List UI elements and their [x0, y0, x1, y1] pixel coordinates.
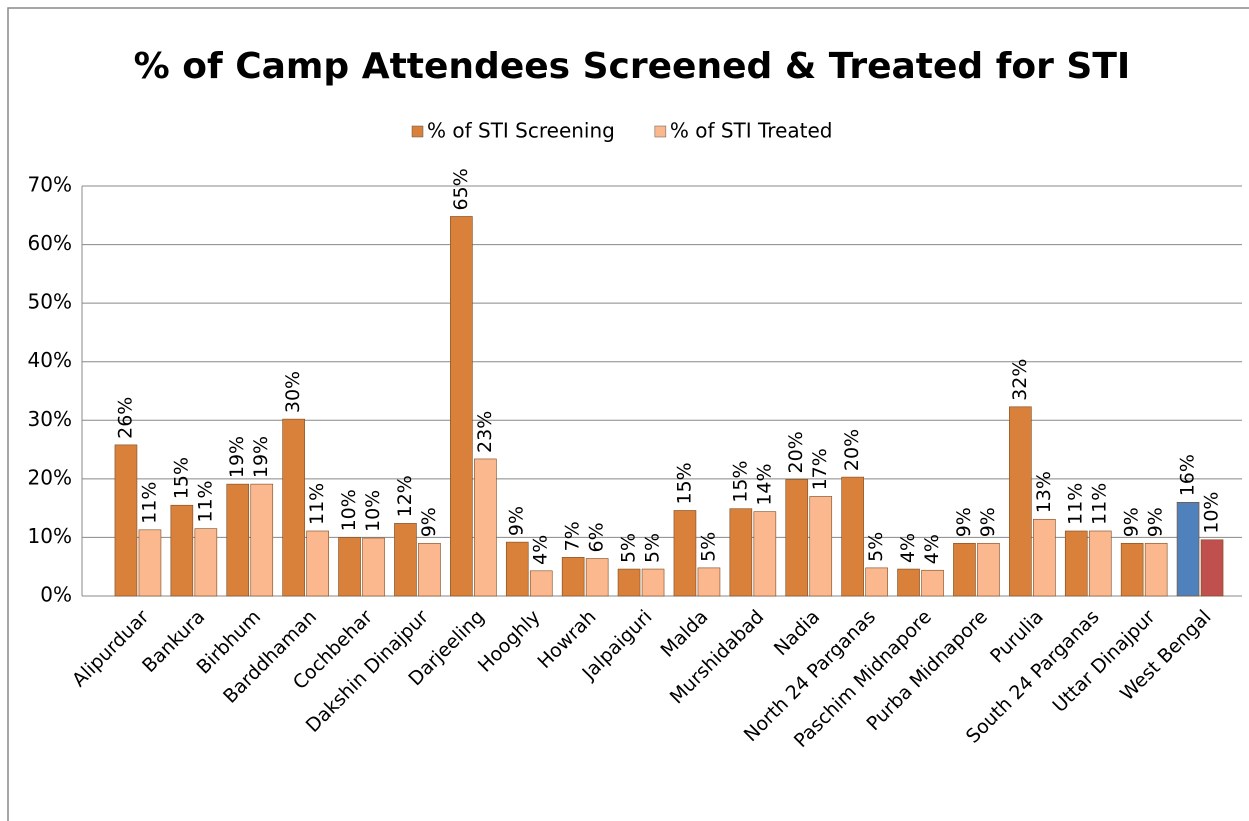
bar	[1033, 518, 1056, 597]
bar	[362, 537, 385, 597]
data-label: 9%	[953, 507, 975, 537]
bar	[138, 529, 162, 597]
bar	[418, 542, 441, 597]
data-label: 32%	[1009, 359, 1031, 401]
data-label: 7%	[562, 521, 584, 551]
data-label: 9%	[1121, 507, 1143, 537]
data-label: 4%	[921, 534, 943, 564]
bar	[474, 458, 497, 597]
data-label: 20%	[785, 431, 807, 473]
data-label: 5%	[642, 533, 664, 563]
data-label: 6%	[586, 522, 608, 552]
data-label: 12%	[394, 475, 416, 517]
data-label: 9%	[506, 506, 528, 536]
bar	[1088, 530, 1112, 597]
bar	[585, 558, 609, 597]
bar	[729, 508, 753, 597]
data-label: 10%	[362, 490, 384, 532]
bar	[394, 523, 417, 597]
y-tick-label: 20%	[28, 465, 72, 489]
data-label: 5%	[865, 532, 887, 562]
bar	[753, 511, 777, 597]
bar	[1009, 406, 1032, 597]
bar	[1200, 539, 1224, 597]
data-label: 11%	[306, 483, 328, 525]
legend-label: % of STI Screening	[427, 119, 615, 143]
data-label: 9%	[977, 507, 999, 537]
data-label: 19%	[250, 436, 272, 478]
bar	[809, 496, 833, 597]
chart-title: % of Camp Attendees Screened & Treated f…	[134, 46, 1131, 87]
data-label: 30%	[282, 371, 304, 413]
bar	[785, 479, 809, 597]
data-label: 11%	[194, 480, 216, 522]
data-label: 11%	[1089, 483, 1111, 525]
bar	[114, 444, 138, 597]
bar	[865, 567, 888, 597]
data-label: 19%	[226, 436, 248, 478]
data-label: 10%	[1201, 492, 1223, 534]
bar	[306, 530, 329, 597]
bar	[250, 483, 274, 597]
bar	[529, 570, 553, 597]
bar	[953, 542, 976, 597]
data-label: 13%	[1033, 471, 1055, 513]
data-label: 16%	[1177, 454, 1199, 496]
bar	[673, 510, 697, 597]
data-label: 26%	[114, 397, 136, 439]
y-tick-label: 60%	[28, 231, 72, 255]
bar	[641, 568, 665, 597]
data-label: 4%	[897, 533, 919, 563]
bar	[170, 504, 194, 597]
y-tick-label: 10%	[28, 524, 72, 548]
data-label: 23%	[474, 411, 496, 453]
bar	[1064, 530, 1088, 597]
legend-swatch	[654, 125, 667, 138]
y-tick-label: 50%	[28, 290, 72, 314]
data-label: 5%	[618, 533, 640, 563]
bar	[897, 568, 920, 597]
data-label: 15%	[673, 462, 695, 504]
bar	[338, 537, 361, 597]
y-tick-label: 40%	[28, 348, 72, 372]
data-label: 11%	[138, 482, 160, 524]
legend-label: % of STI Treated	[670, 119, 833, 143]
chart-border	[7, 7, 1249, 821]
y-tick-label: 70%	[28, 173, 72, 197]
data-label: 17%	[809, 448, 831, 490]
bar	[977, 542, 1000, 597]
data-label: 20%	[841, 429, 863, 471]
bar	[1120, 542, 1144, 597]
bar	[1144, 542, 1168, 597]
data-label: 9%	[418, 507, 440, 537]
bar	[617, 568, 641, 597]
bar	[282, 418, 305, 597]
data-label: 10%	[338, 489, 360, 531]
y-tick-label: 0%	[40, 583, 72, 607]
data-label: 11%	[1065, 483, 1087, 525]
bar	[1176, 501, 1200, 597]
bar	[505, 541, 529, 597]
data-label: 14%	[753, 463, 775, 505]
data-label: 5%	[697, 532, 719, 562]
y-tick-label: 30%	[28, 407, 72, 431]
bar	[921, 569, 944, 597]
data-label: 4%	[530, 535, 552, 565]
data-label: 15%	[729, 460, 751, 502]
legend-swatch	[411, 125, 424, 138]
bar	[226, 483, 250, 597]
bar	[561, 557, 585, 597]
data-label: 9%	[1145, 507, 1167, 537]
bar	[697, 567, 721, 597]
data-label: 15%	[170, 457, 192, 499]
data-label: 65%	[450, 168, 472, 210]
bar	[841, 476, 864, 597]
bar	[194, 528, 218, 597]
bar	[450, 216, 473, 597]
